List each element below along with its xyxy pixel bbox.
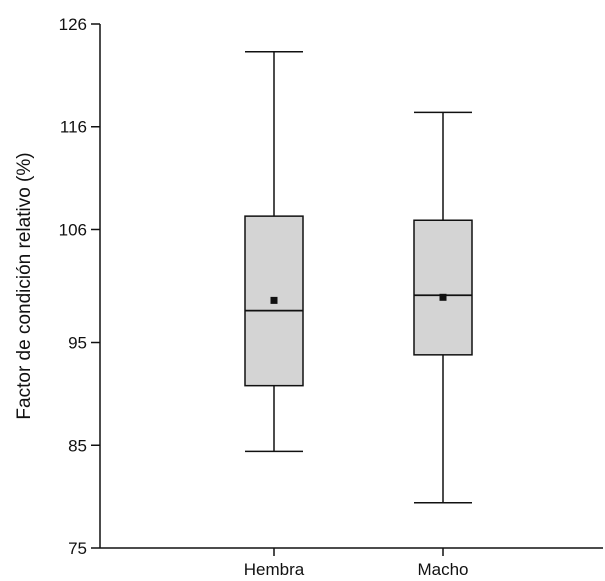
box-hembra: [244, 50, 304, 453]
box-macho: [413, 111, 473, 504]
x-category-label: Macho: [417, 560, 468, 579]
x-category-label: Hembra: [244, 560, 305, 579]
y-tick-label: 116: [60, 118, 87, 137]
y-axis-title: Factor de condición relativo (%): [14, 152, 35, 419]
y-axis: 75 85 95 106 116 126: [59, 15, 101, 558]
y-tick-label: 95: [68, 334, 87, 353]
x-axis: Hembra Macho: [100, 547, 603, 579]
iqr-box: [413, 219, 473, 356]
mean-marker: [439, 293, 447, 301]
y-tick-label: 126: [59, 15, 87, 34]
mean-marker: [270, 296, 278, 304]
y-tick-label: 85: [68, 436, 87, 455]
y-tick-label: 106: [59, 220, 87, 239]
y-tick-label: 75: [68, 539, 87, 558]
